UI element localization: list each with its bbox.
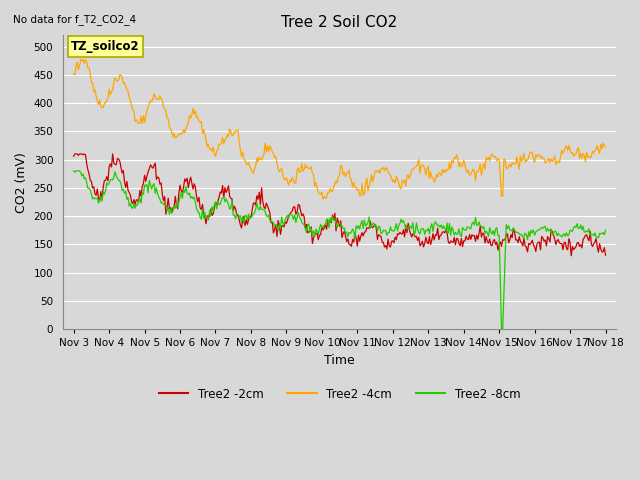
Legend: Tree2 -2cm, Tree2 -4cm, Tree2 -8cm: Tree2 -2cm, Tree2 -4cm, Tree2 -8cm [154,383,525,405]
Text: TZ_soilco2: TZ_soilco2 [71,40,140,53]
Title: Tree 2 Soil CO2: Tree 2 Soil CO2 [282,15,397,30]
Text: No data for f_T2_CO2_4: No data for f_T2_CO2_4 [13,14,136,25]
X-axis label: Time: Time [324,354,355,367]
Y-axis label: CO2 (mV): CO2 (mV) [15,152,28,213]
